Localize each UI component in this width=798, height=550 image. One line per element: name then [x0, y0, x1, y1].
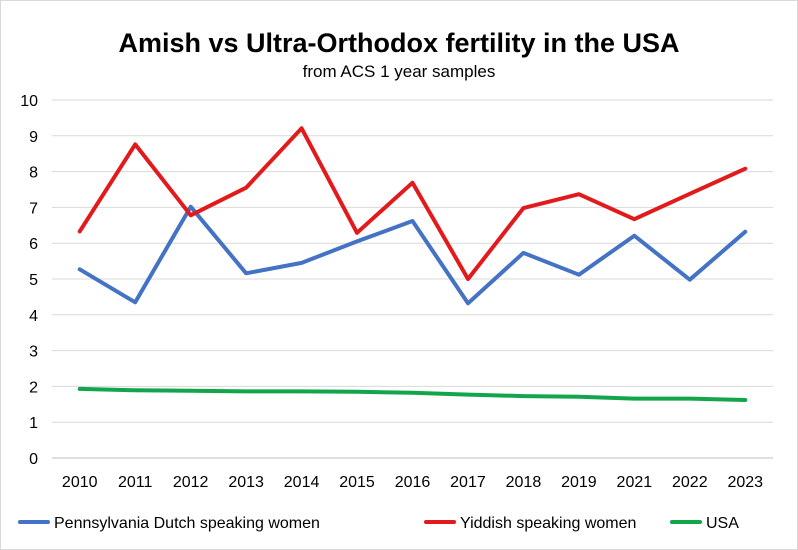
x-tick-label: 2016	[395, 474, 431, 491]
x-tick-label: 2023	[727, 474, 763, 491]
y-tick-label: 3	[29, 344, 38, 361]
legend-label-1: Yiddish speaking women	[460, 515, 636, 532]
gridlines	[52, 99, 773, 459]
y-tick-label: 2	[29, 379, 38, 396]
x-tick-label: 2010	[62, 474, 98, 491]
series-line-1	[77, 126, 748, 281]
x-tick-label: 2018	[506, 474, 542, 491]
y-tick-label: 5	[29, 272, 38, 289]
y-tick-label: 0	[29, 451, 38, 468]
y-tick-label: 4	[29, 308, 38, 325]
x-tick-label: 2012	[173, 474, 209, 491]
series-line-2	[77, 386, 748, 402]
x-tick-label: 2015	[339, 474, 375, 491]
y-tick-label: 8	[29, 165, 38, 182]
x-tick-label: 2017	[450, 474, 486, 491]
x-tick-label: 2013	[228, 474, 264, 491]
y-tick-label: 6	[29, 236, 38, 253]
legend-label-0: Pennsylvania Dutch speaking women	[54, 515, 320, 532]
x-tick-label: 2019	[561, 474, 597, 491]
y-tick-label: 7	[29, 200, 38, 217]
series-lines	[77, 126, 748, 402]
legend-label-2: USA	[706, 515, 739, 532]
legend: Pennsylvania Dutch speaking women Yiddish…	[18, 515, 739, 532]
x-tick-label: 2021	[617, 474, 653, 491]
y-axis-ticks: 0 1 2 3 4 5 6 7 8 9 10	[20, 93, 38, 468]
x-tick-label: 2011	[118, 474, 153, 491]
x-tick-label: 2014	[284, 474, 320, 491]
y-tick-label: 9	[29, 129, 38, 146]
chart-title: Amish vs Ultra-Orthodox fertility in the…	[118, 28, 679, 58]
series-line-0	[77, 204, 748, 306]
chart-subtitle: from ACS 1 year samples	[303, 62, 496, 81]
x-tick-label: 2022	[672, 474, 708, 491]
x-axis-ticks: 2010 2011 2012 2013 2014 2015 2016 2017 2018 2019…	[62, 474, 763, 491]
y-tick-label: 1	[29, 415, 38, 432]
y-tick-label: 10	[20, 93, 38, 110]
